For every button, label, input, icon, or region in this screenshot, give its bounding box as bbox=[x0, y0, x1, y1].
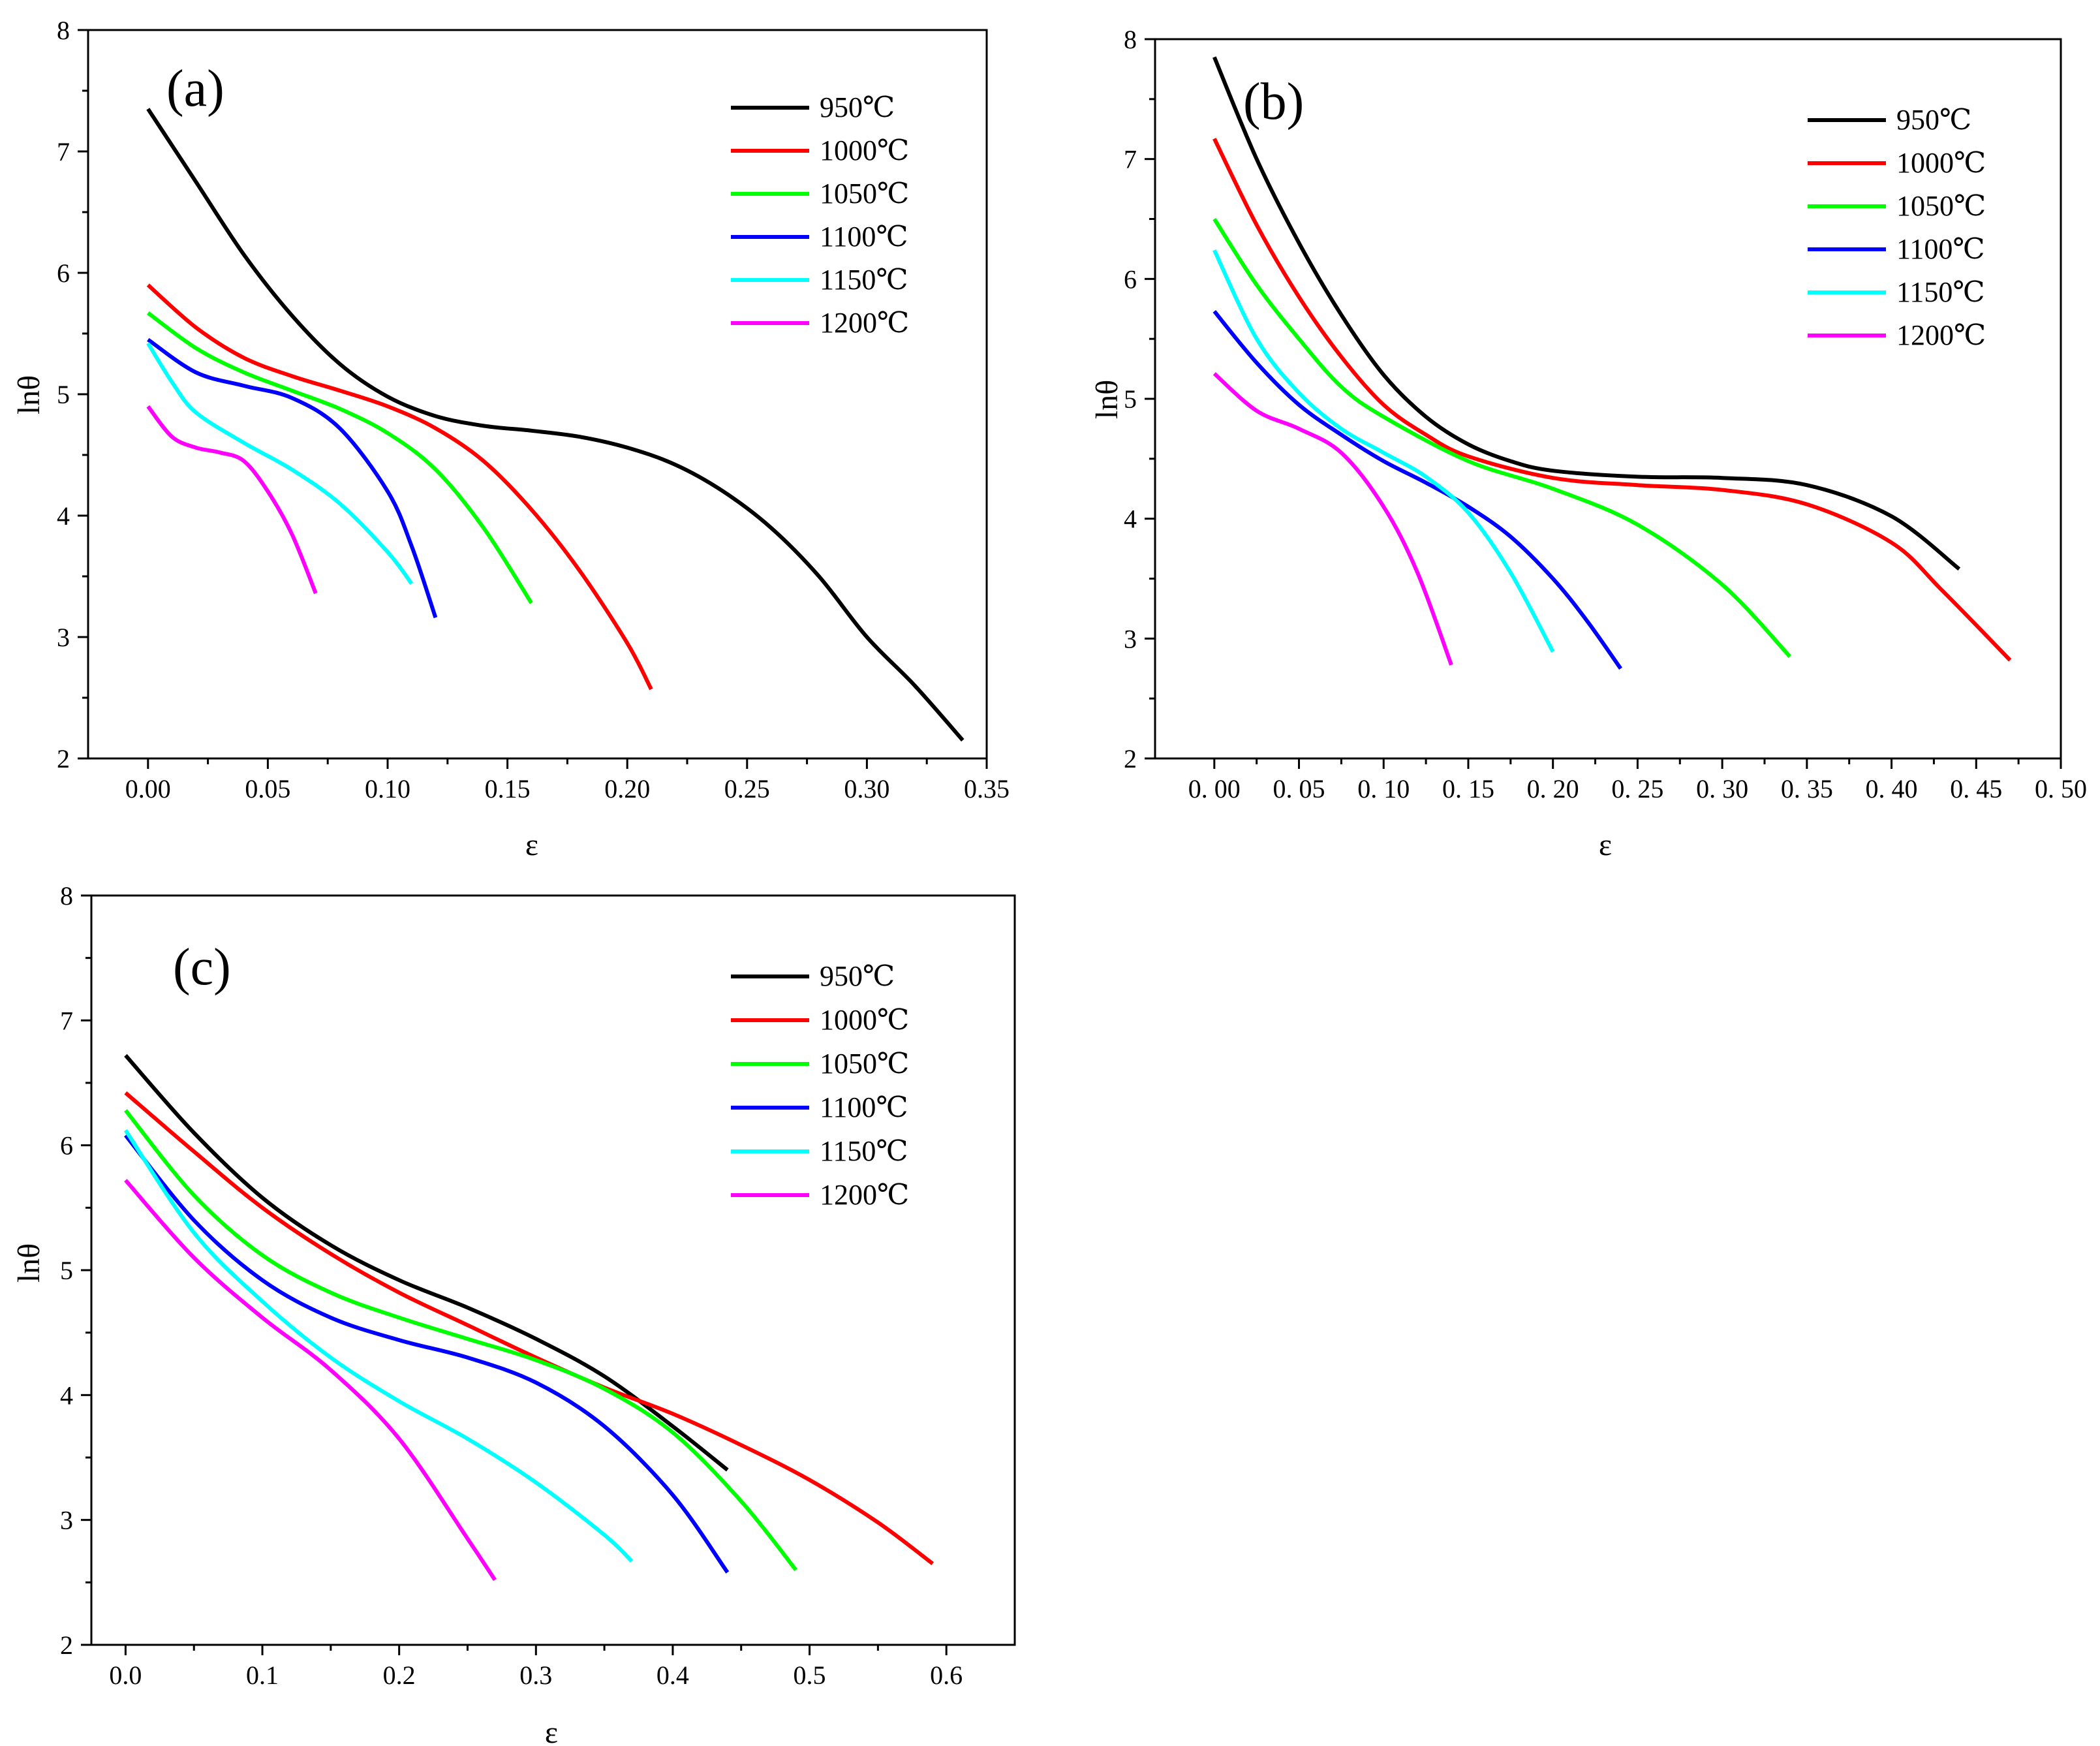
x-tick-label-b: 0. 20 bbox=[1527, 774, 1579, 803]
legend-label-b-1000: 1000℃ bbox=[1896, 147, 1986, 179]
y-tick-label-a: 7 bbox=[57, 137, 70, 166]
y-tick-label-b: 7 bbox=[1124, 145, 1137, 174]
series-line-a-1050 bbox=[147, 311, 533, 604]
y-tick-label-c: 3 bbox=[60, 1506, 73, 1535]
series-line-b-950 bbox=[1212, 56, 1961, 571]
panel-c: (c) ε lnθ 0.0 0.1 0.2 0.3 0.4 0.5 0.6 2 3 4 5 6 7 8 95… bbox=[12, 881, 1016, 1746]
y-tick-label-a: 8 bbox=[57, 16, 70, 45]
y-tick-label-b: 8 bbox=[1124, 25, 1137, 54]
legend-label-a-950: 950℃ bbox=[820, 91, 895, 123]
legend-label-c-1200: 1200℃ bbox=[820, 1179, 909, 1211]
x-tick-label-b: 0. 05 bbox=[1273, 774, 1325, 803]
legend-label-b-1100: 1100℃ bbox=[1896, 233, 1985, 265]
y-tick-label-b: 5 bbox=[1124, 384, 1137, 414]
panel-label-c: (c) bbox=[173, 939, 231, 996]
x-tick-label-b: 0. 50 bbox=[2035, 774, 2087, 803]
legend-label-c-1150: 1150℃ bbox=[820, 1135, 908, 1167]
x-tick-label-a: 0.05 bbox=[245, 774, 290, 803]
x-tick-label-a: 0.00 bbox=[125, 774, 171, 803]
x-tick-label-a: 0.30 bbox=[844, 774, 889, 803]
y-tick-label-c: 2 bbox=[60, 1630, 73, 1660]
y-tick-label-c: 8 bbox=[60, 881, 73, 911]
y-tick-label-a: 2 bbox=[57, 744, 70, 773]
legend-label-a-1150: 1150℃ bbox=[820, 264, 908, 296]
series-line-c-1200 bbox=[124, 1179, 497, 1582]
y-tick-label-b: 2 bbox=[1124, 744, 1137, 773]
series-line-b-1200 bbox=[1212, 372, 1453, 666]
legend-label-a-1100: 1100℃ bbox=[820, 221, 908, 253]
series-line-c-1000 bbox=[124, 1091, 934, 1565]
x-tick-label-a: 0.15 bbox=[485, 774, 531, 803]
y-tick-label-a: 3 bbox=[57, 623, 70, 652]
x-tick-label-c: 0.4 bbox=[656, 1660, 689, 1690]
y-axis-title-b: lnθ bbox=[1090, 380, 1124, 419]
series-line-b-1100 bbox=[1212, 310, 1622, 670]
series-line-b-1150 bbox=[1212, 249, 1555, 653]
y-tick-label-c: 6 bbox=[60, 1131, 73, 1161]
legend-label-c-1100: 1100℃ bbox=[820, 1091, 908, 1123]
legend-label-c-1050: 1050℃ bbox=[820, 1048, 909, 1080]
panel-a: (a) ε lnθ 0.00 0.05 0.10 0.15 0.20 0.25 0.30 0.… bbox=[12, 16, 1010, 862]
panel-label-a: (a) bbox=[166, 60, 224, 117]
x-tick-label-b: 0. 15 bbox=[1442, 774, 1494, 803]
x-tick-label-c: 0.1 bbox=[246, 1660, 279, 1690]
legend-label-b-950: 950℃ bbox=[1896, 104, 1971, 136]
y-tick-label-c: 4 bbox=[60, 1380, 73, 1410]
x-tick-label-c: 0.5 bbox=[794, 1660, 826, 1690]
legend-label-a-1050: 1050℃ bbox=[820, 178, 909, 210]
y-axis-title-a: lnθ bbox=[12, 375, 46, 414]
series-line-a-1200 bbox=[146, 405, 318, 595]
y-tick-label-c: 5 bbox=[60, 1256, 73, 1285]
x-tick-label-c: 0.6 bbox=[930, 1660, 963, 1690]
series-line-b-1050 bbox=[1212, 217, 1792, 658]
series-line-b-1000 bbox=[1212, 138, 2012, 662]
y-tick-label-a: 4 bbox=[57, 501, 70, 531]
x-tick-label-a: 0.10 bbox=[365, 774, 410, 803]
series-line-c-1150 bbox=[123, 1129, 634, 1563]
x-tick-label-b: 0. 45 bbox=[1950, 774, 2002, 803]
y-tick-label-b: 4 bbox=[1124, 505, 1137, 534]
series-line-c-1100 bbox=[124, 1134, 730, 1574]
y-axis-title-c: lnθ bbox=[12, 1243, 46, 1283]
legend-label-a-1200: 1200℃ bbox=[820, 307, 909, 339]
y-tick-label-b: 3 bbox=[1124, 624, 1137, 653]
legend-label-b-1200: 1200℃ bbox=[1896, 319, 1986, 351]
y-tick-label-a: 5 bbox=[57, 380, 70, 409]
series-line-a-1100 bbox=[147, 337, 438, 619]
x-tick-label-a: 0.35 bbox=[964, 774, 1010, 803]
x-tick-label-c: 0.2 bbox=[383, 1660, 416, 1690]
x-tick-label-b: 0. 10 bbox=[1357, 774, 1410, 803]
legend-label-c-950: 950℃ bbox=[820, 960, 895, 992]
panel-label-b: (b) bbox=[1243, 73, 1304, 131]
x-axis-title-c: ε bbox=[545, 1715, 558, 1746]
x-axis-title-a: ε bbox=[525, 828, 538, 862]
legend-label-c-1000: 1000℃ bbox=[820, 1004, 909, 1036]
series-line-c-1050 bbox=[124, 1109, 797, 1572]
y-tick-label-b: 6 bbox=[1124, 264, 1137, 294]
series-line-a-950 bbox=[146, 108, 965, 742]
x-tick-label-c: 0.3 bbox=[519, 1660, 552, 1690]
x-tick-label-a: 0.25 bbox=[724, 774, 770, 803]
x-tick-label-b: 0. 00 bbox=[1188, 774, 1241, 803]
x-tick-label-b: 0. 25 bbox=[1611, 774, 1663, 803]
legend-label-b-1150: 1150℃ bbox=[1896, 276, 1985, 308]
x-tick-label-b: 0. 30 bbox=[1696, 774, 1748, 803]
legend-label-b-1050: 1050℃ bbox=[1896, 190, 1986, 222]
y-tick-label-c: 7 bbox=[60, 1006, 73, 1035]
series-line-a-1150 bbox=[146, 342, 414, 585]
legend-label-a-1000: 1000℃ bbox=[820, 134, 909, 166]
x-tick-label-b: 0. 40 bbox=[1866, 774, 1918, 803]
series-line-a-1000 bbox=[146, 283, 653, 691]
x-tick-label-a: 0.20 bbox=[604, 774, 650, 803]
x-tick-label-c: 0.0 bbox=[109, 1660, 142, 1690]
x-axis-title-b: ε bbox=[1599, 828, 1612, 862]
x-tick-label-b: 0. 35 bbox=[1781, 774, 1833, 803]
panel-b: (b) ε lnθ 0. 00 0. 05 0. 10 0. 15 0. 20 0. 25… bbox=[1090, 25, 2087, 862]
y-tick-label-a: 6 bbox=[57, 258, 70, 288]
